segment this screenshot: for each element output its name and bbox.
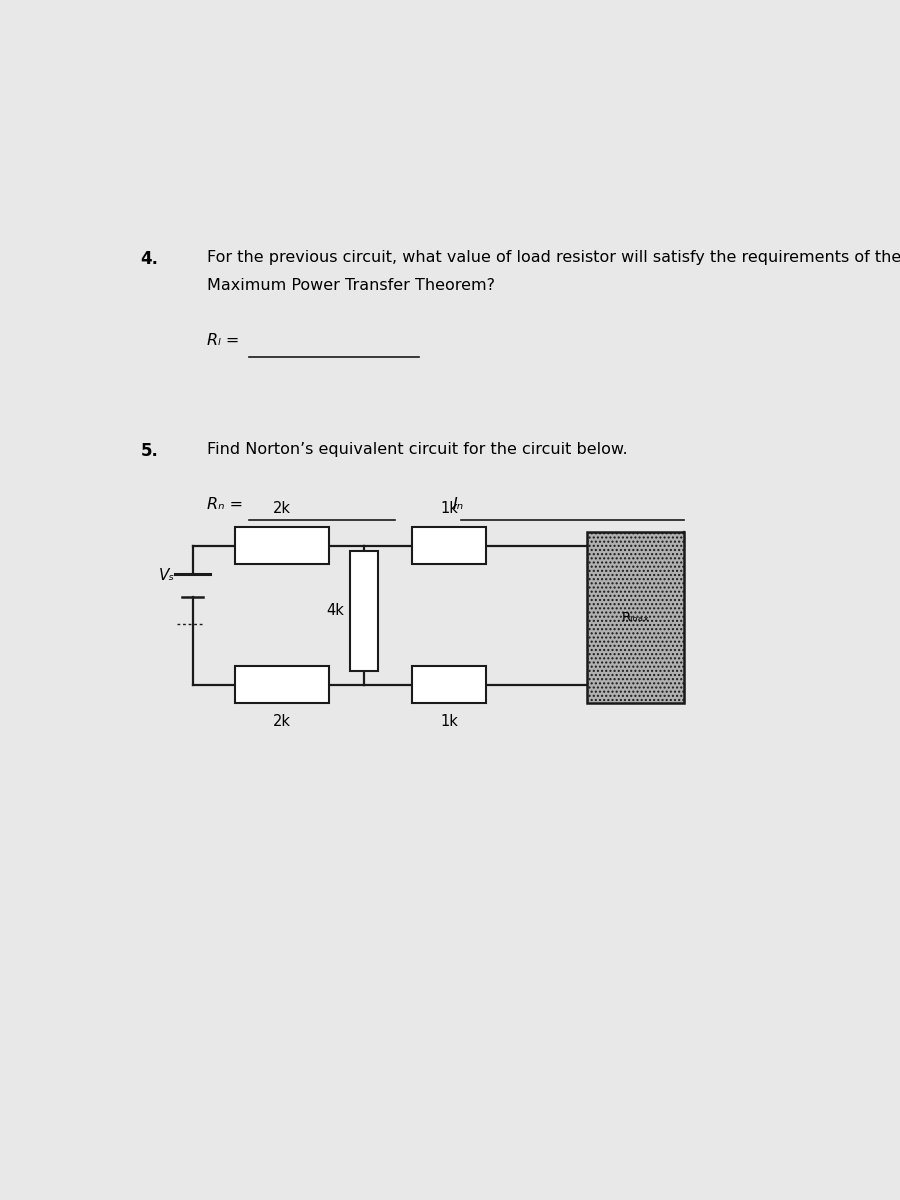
Bar [235, 528, 328, 564]
Text: Rₗ =: Rₗ = [207, 334, 238, 348]
Text: 1k: 1k [440, 714, 458, 730]
Text: Vₛ: Vₛ [159, 568, 176, 583]
Text: 5.: 5. [140, 442, 158, 460]
Text: Maximum Power Transfer Theorem?: Maximum Power Transfer Theorem? [207, 278, 495, 293]
Text: 1k: 1k [440, 502, 458, 516]
Bar [587, 532, 684, 703]
Text: 2k: 2k [273, 502, 291, 516]
Text: 4.: 4. [140, 251, 158, 269]
Text: 4k: 4k [326, 604, 344, 618]
Bar [235, 666, 328, 703]
Text: Rₗₒₐₓ: Rₗₒₐₓ [622, 611, 650, 624]
Text: For the previous circuit, what value of load resistor will satisfy the requireme: For the previous circuit, what value of … [207, 251, 900, 265]
Text: Find Norton’s equivalent circuit for the circuit below.: Find Norton’s equivalent circuit for the… [207, 442, 627, 456]
Text: Iₙ: Iₙ [453, 497, 464, 512]
Bar [412, 528, 486, 564]
Text: Rₙ =: Rₙ = [207, 497, 243, 512]
Text: 2k: 2k [273, 714, 291, 730]
Bar [412, 666, 486, 703]
Bar [349, 551, 377, 671]
